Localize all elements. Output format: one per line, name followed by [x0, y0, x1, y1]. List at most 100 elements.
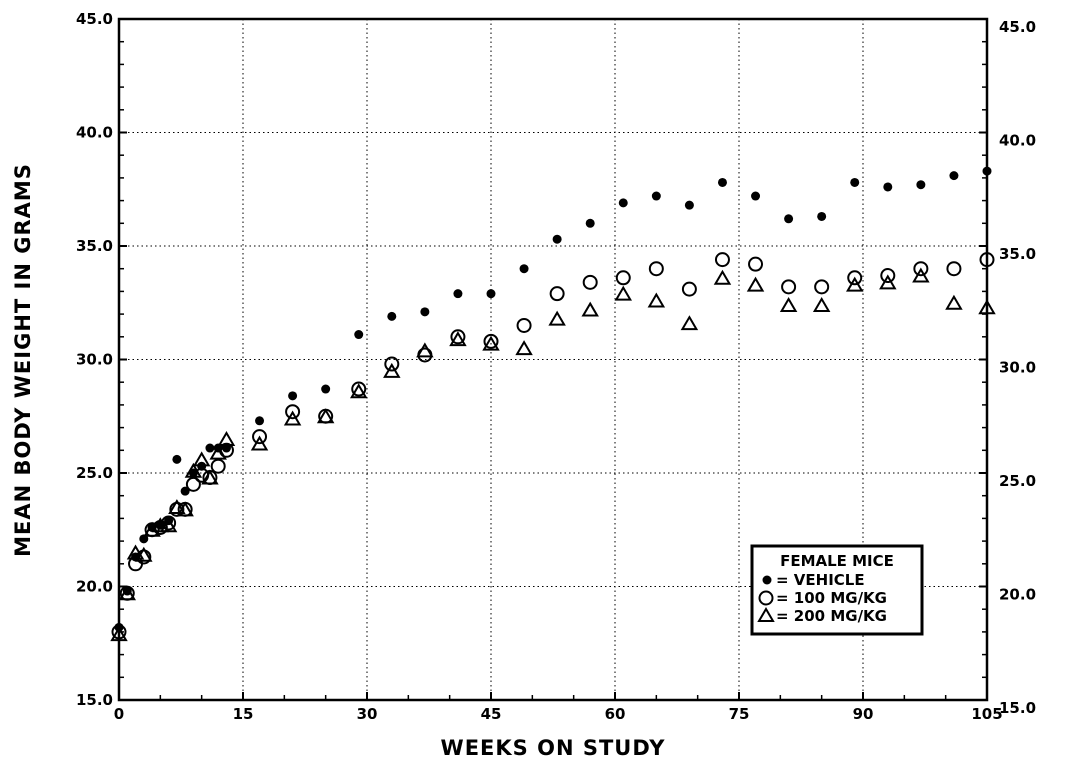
x-tick-label: 45: [481, 705, 502, 723]
data-point-100-mg-kg: [681, 281, 697, 297]
grid-lines: [119, 19, 987, 700]
data-point-200-mg-kg: [978, 299, 996, 315]
y-tick-label-left: 30.0: [76, 351, 113, 369]
data-point-200-mg-kg: [168, 499, 186, 515]
data-point-100-mg-kg: [615, 270, 631, 286]
data-point-vehicle: [717, 177, 727, 187]
y-tick-label-left: 35.0: [76, 237, 113, 255]
y-tick-label-right: 35.0: [999, 245, 1036, 263]
x-axis-title: WEEKS ON STUDY: [441, 736, 666, 760]
data-point-100-mg-kg: [847, 270, 863, 286]
legend-100mg-label: = 100 MG/KG: [776, 589, 887, 607]
data-point-200-mg-kg: [779, 297, 798, 313]
data-point-100-mg-kg: [252, 429, 268, 445]
data-point-200-mg-kg: [548, 310, 566, 326]
data-point-vehicle: [321, 384, 331, 394]
data-point-100-mg-kg: [781, 279, 797, 295]
data-point-100-mg-kg: [748, 256, 764, 272]
data-point-100-mg-kg: [210, 458, 226, 474]
data-point-100-mg-kg: [880, 268, 896, 284]
data-point-200-mg-kg: [135, 546, 153, 562]
y-tick-label-right: 40.0: [999, 132, 1036, 150]
data-point-200-mg-kg: [349, 383, 368, 399]
x-tick-label: 75: [729, 705, 750, 723]
data-point-vehicle: [420, 307, 430, 317]
data-point-vehicle: [255, 416, 265, 426]
data-point-vehicle: [205, 443, 215, 453]
data-point-200-mg-kg: [515, 340, 533, 356]
legend-box: [750, 544, 924, 636]
data-point-200-mg-kg: [217, 430, 236, 446]
legend-vehicle-marker: [762, 575, 772, 585]
y-tick-label-right: 45.0: [999, 18, 1036, 36]
data-point-200-mg-kg: [118, 585, 137, 601]
data-point-100-mg-kg: [351, 381, 367, 397]
data-point-100-mg-kg: [450, 329, 466, 345]
data-point-vehicle: [387, 311, 397, 321]
data-point-200-mg-kg: [192, 451, 211, 467]
data-point-vehicle: [916, 180, 926, 190]
data-point-200-mg-kg: [176, 501, 194, 517]
x-tick-label: 30: [357, 705, 378, 723]
data-point-100-mg-kg: [814, 279, 830, 295]
data-point-200-mg-kg: [283, 410, 302, 426]
data-point-200-mg-kg: [581, 301, 599, 317]
data-point-100-mg-kg: [285, 404, 301, 420]
data-point-200-mg-kg: [201, 469, 219, 485]
data-point-vehicle: [180, 486, 190, 496]
data-point-100-mg-kg: [913, 261, 929, 277]
data-point-200-mg-kg: [316, 408, 335, 424]
data-point-vehicle: [850, 177, 860, 187]
data-point-vehicle: [354, 330, 364, 340]
data-point-vehicle: [982, 166, 992, 176]
data-point-vehicle: [784, 214, 794, 224]
data-point-vehicle: [453, 289, 463, 299]
data-point-200-mg-kg: [209, 444, 227, 460]
x-tick-label: 60: [605, 705, 626, 723]
y-tick-label-left: 25.0: [76, 464, 113, 482]
legend-vehicle-label: = VEHICLE: [776, 571, 865, 589]
data-point-100-mg-kg: [714, 252, 730, 268]
data-point-200-mg-kg: [845, 276, 864, 292]
data-point-100-mg-kg: [483, 333, 499, 349]
data-point-vehicle: [651, 191, 661, 201]
data-point-100-mg-kg: [384, 356, 400, 372]
data-point-200-mg-kg: [647, 292, 666, 308]
data-point-200-mg-kg: [151, 517, 170, 533]
y-tick-label-right: 20.0: [999, 586, 1036, 604]
data-points: [110, 166, 996, 642]
y-tick-label-right: 30.0: [999, 359, 1036, 377]
y-tick-label-right: 15.0: [999, 699, 1036, 717]
legend: FEMALE MICE = VEHICLE = 100 MG/KG = 200 …: [750, 544, 924, 636]
data-point-200-mg-kg: [482, 335, 500, 351]
data-point-vehicle: [817, 211, 827, 221]
data-point-200-mg-kg: [746, 276, 765, 292]
data-point-vehicle: [552, 234, 562, 244]
data-point-vehicle: [519, 264, 529, 274]
y-tick-label-left: 40.0: [76, 124, 113, 142]
data-point-200-mg-kg: [945, 294, 963, 310]
data-point-vehicle: [684, 200, 694, 210]
data-point-200-mg-kg: [416, 342, 434, 358]
data-point-100-mg-kg: [582, 274, 598, 290]
data-point-200-mg-kg: [812, 297, 831, 313]
x-tick-label: 15: [233, 705, 254, 723]
data-point-100-mg-kg: [185, 476, 201, 492]
data-point-vehicle: [122, 586, 132, 596]
data-point-vehicle: [486, 289, 496, 299]
data-point-200-mg-kg: [614, 285, 633, 301]
data-point-100-mg-kg: [549, 286, 565, 302]
data-point-200-mg-kg: [912, 267, 930, 283]
data-point-200-mg-kg: [184, 462, 203, 478]
x-tick-label: 105: [971, 705, 1002, 723]
data-point-vehicle: [751, 191, 761, 201]
data-point-200-mg-kg: [143, 521, 161, 537]
data-point-200-mg-kg: [110, 626, 128, 642]
data-point-200-mg-kg: [879, 274, 897, 290]
data-point-100-mg-kg: [979, 252, 995, 268]
x-tick-label: 90: [853, 705, 874, 723]
y-tick-label-left: 45.0: [76, 10, 113, 28]
data-point-200-mg-kg: [449, 331, 467, 347]
data-point-200-mg-kg: [126, 544, 145, 560]
